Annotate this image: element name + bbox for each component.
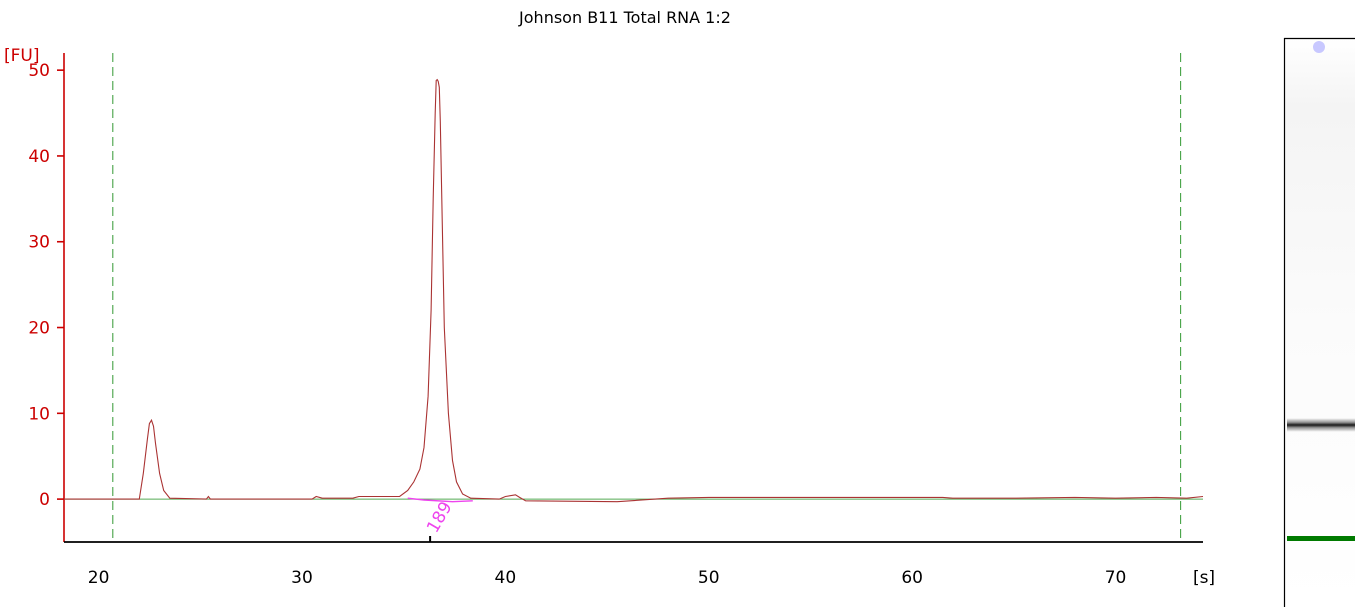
y-tick-label-20: 20 xyxy=(28,319,50,339)
chart-title: Johnson B11 Total RNA 1:2 xyxy=(518,8,731,27)
y-tick-label-50: 50 xyxy=(28,61,50,81)
y-tick-label-10: 10 xyxy=(28,404,50,424)
gel-lane xyxy=(1283,37,1355,607)
y-tick-label-40: 40 xyxy=(28,147,50,167)
gel-marker-band xyxy=(1287,536,1355,541)
y-tick-label-0: 0 xyxy=(39,490,50,510)
x-tick-label-70: 70 xyxy=(1105,568,1127,588)
x-tick-label-50: 50 xyxy=(698,568,720,588)
gel-sample-band xyxy=(1287,418,1355,432)
x-axis-label: [s] xyxy=(1193,568,1215,588)
x-tick-label-60: 60 xyxy=(901,568,923,588)
x-tick-label-20: 20 xyxy=(88,568,110,588)
peak-annotation-label: 189 xyxy=(423,498,457,536)
peak-baseline-line xyxy=(407,497,473,503)
x-tick-label-30: 30 xyxy=(291,568,313,588)
x-tick-label-40: 40 xyxy=(495,568,517,588)
y-tick-label-30: 30 xyxy=(28,233,50,253)
electropherogram-trace-1 xyxy=(64,78,1204,503)
y-axis-label: [FU] xyxy=(4,46,40,66)
gel-lane-background xyxy=(1284,38,1355,607)
gel-lane-well-dot xyxy=(1313,41,1325,53)
